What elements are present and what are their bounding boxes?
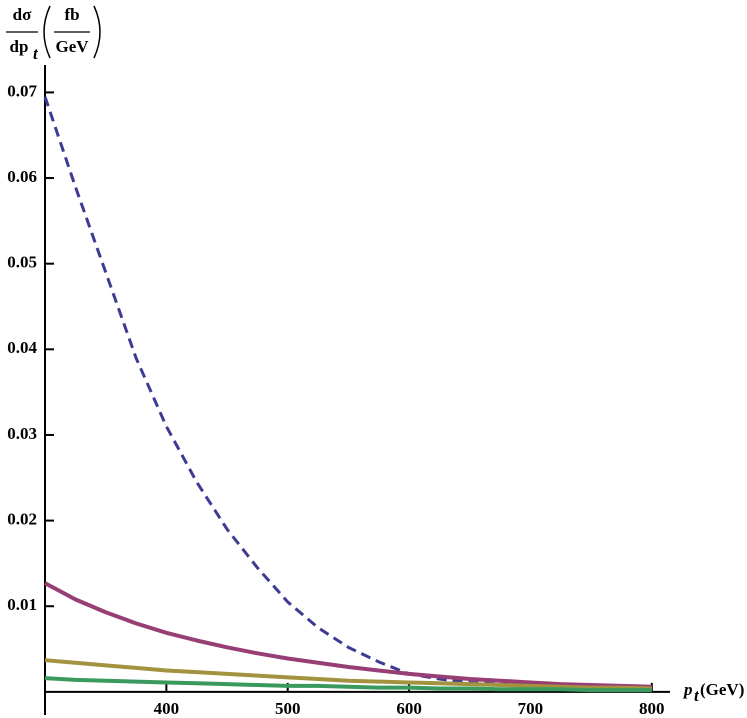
series-line bbox=[44, 658, 652, 691]
paren-left bbox=[43, 5, 51, 59]
series-line bbox=[44, 676, 652, 693]
y-tick-label: 0.06 bbox=[7, 167, 37, 186]
paren-right bbox=[93, 5, 101, 59]
y-label-subscript: t bbox=[33, 44, 39, 63]
y-label-numerator: dσ bbox=[13, 5, 32, 24]
series-line bbox=[43, 96, 652, 691]
y-tick-label: 0.04 bbox=[7, 338, 37, 357]
x-label-subscript: t bbox=[694, 686, 700, 705]
y-tick-label: 0.05 bbox=[7, 253, 37, 272]
x-label-main: p bbox=[682, 680, 693, 699]
y-tick-label: 0.01 bbox=[7, 595, 37, 614]
y-unit-numerator: fb bbox=[64, 5, 79, 24]
y-tick-label: 0.02 bbox=[7, 510, 37, 529]
y-unit-denominator: GeV bbox=[55, 37, 89, 56]
x-tick-label: 500 bbox=[275, 699, 301, 718]
x-tick-label: 800 bbox=[639, 699, 665, 718]
series-line bbox=[44, 581, 652, 689]
x-label-unit: (GeV) bbox=[700, 680, 744, 699]
x-tick-label: 600 bbox=[396, 699, 422, 718]
y-tick-label: 0.03 bbox=[7, 424, 37, 443]
y-label-denominator: dp bbox=[10, 37, 29, 56]
x-tick-label: 700 bbox=[518, 699, 544, 718]
x-tick-label: 400 bbox=[154, 699, 180, 718]
y-tick-label: 0.07 bbox=[7, 81, 37, 100]
